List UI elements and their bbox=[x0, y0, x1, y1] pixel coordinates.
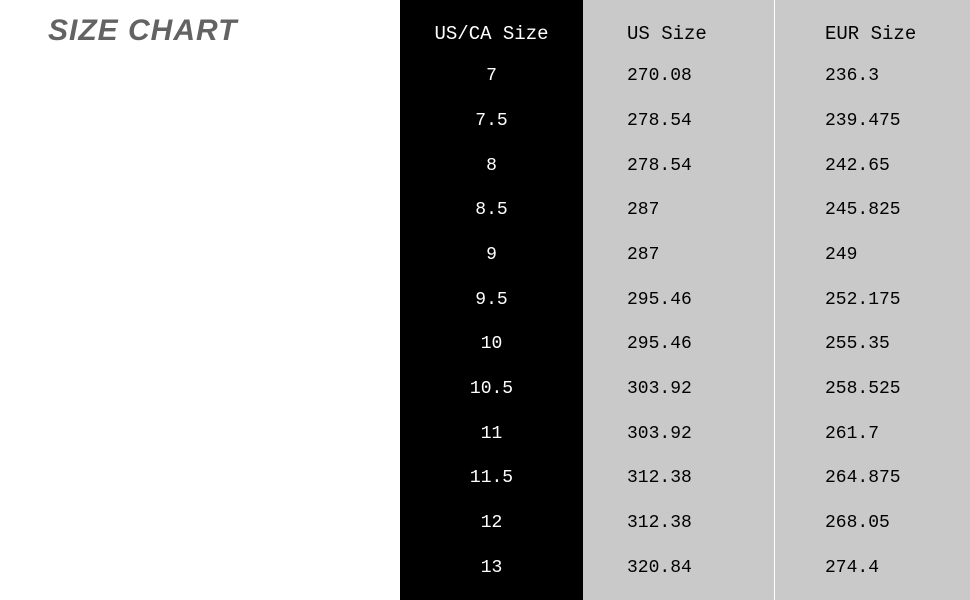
table-cell: 303.92 bbox=[627, 367, 774, 412]
table-cell: 9 bbox=[486, 233, 497, 278]
table-cell: 258.525 bbox=[825, 367, 970, 412]
table-cell: 287 bbox=[627, 188, 774, 233]
table-cell: 10 bbox=[481, 322, 503, 367]
table-cell: 12 bbox=[481, 501, 503, 546]
table-cell: 320.84 bbox=[627, 545, 774, 590]
table-cell: 242.65 bbox=[825, 143, 970, 188]
page-title: SIZE CHART bbox=[48, 14, 400, 48]
table-cell: 303.92 bbox=[627, 411, 774, 456]
table-cell: 264.875 bbox=[825, 456, 970, 501]
table-cell: 295.46 bbox=[627, 277, 774, 322]
table-cell: 11.5 bbox=[470, 456, 513, 501]
table-cell: 7.5 bbox=[475, 99, 507, 144]
table-cell: 10.5 bbox=[470, 367, 513, 412]
table-cell: 268.05 bbox=[825, 501, 970, 546]
table-cell: 274.4 bbox=[825, 545, 970, 590]
table-cell: 278.54 bbox=[627, 143, 774, 188]
column-header: US Size bbox=[627, 14, 774, 54]
table-cell: 270.08 bbox=[627, 54, 774, 99]
table-cell: 8.5 bbox=[475, 188, 507, 233]
table-cell: 287 bbox=[627, 233, 774, 278]
table-cell: 295.46 bbox=[627, 322, 774, 367]
column-header: EUR Size bbox=[825, 14, 970, 54]
table-cell: 236.3 bbox=[825, 54, 970, 99]
column-us-ca: US/CA Size 7 7.5 8 8.5 9 9.5 10 10.5 11 … bbox=[400, 0, 583, 600]
table-cell: 249 bbox=[825, 233, 970, 278]
table-cell: 312.38 bbox=[627, 456, 774, 501]
table-cell: 239.475 bbox=[825, 99, 970, 144]
column-eur-size: EUR Size 236.3 239.475 242.65 245.825 24… bbox=[775, 0, 970, 600]
size-chart-container: SIZE CHART US/CA Size 7 7.5 8 8.5 9 9.5 … bbox=[0, 0, 970, 600]
column-header: US/CA Size bbox=[434, 14, 548, 54]
table-cell: 8 bbox=[486, 143, 497, 188]
size-table: US/CA Size 7 7.5 8 8.5 9 9.5 10 10.5 11 … bbox=[400, 0, 970, 600]
table-cell: 7 bbox=[486, 54, 497, 99]
table-cell: 245.825 bbox=[825, 188, 970, 233]
column-us-size: US Size 270.08 278.54 278.54 287 287 295… bbox=[583, 0, 775, 600]
title-area: SIZE CHART bbox=[0, 0, 400, 600]
table-cell: 13 bbox=[481, 545, 503, 590]
table-cell: 9.5 bbox=[475, 277, 507, 322]
table-cell: 11 bbox=[481, 411, 503, 456]
table-cell: 261.7 bbox=[825, 411, 970, 456]
table-cell: 252.175 bbox=[825, 277, 970, 322]
table-cell: 312.38 bbox=[627, 501, 774, 546]
table-cell: 278.54 bbox=[627, 99, 774, 144]
table-cell: 255.35 bbox=[825, 322, 970, 367]
